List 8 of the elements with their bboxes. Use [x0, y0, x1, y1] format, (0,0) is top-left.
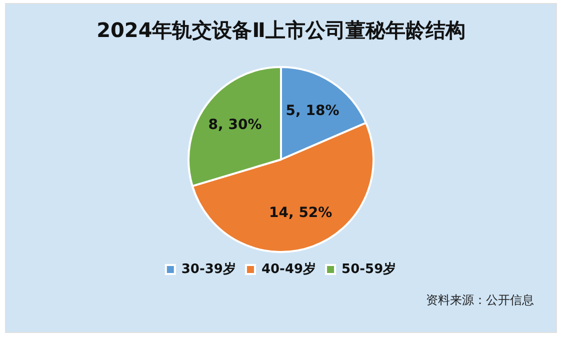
text: 资料来源：公开信息 [426, 292, 534, 309]
legend-label: 50-59岁 [342, 262, 396, 277]
chart-title: 2024年轨交设备Ⅱ上市公司董秘年龄结构 [96, 18, 466, 42]
legend-label: 40-49岁 [261, 262, 316, 277]
data-label: 5, 18% [286, 103, 340, 120]
data-label: 8, 30% [208, 116, 262, 133]
data-label: 14, 52% [269, 205, 332, 222]
legend-label: 30-39岁 [181, 262, 236, 277]
